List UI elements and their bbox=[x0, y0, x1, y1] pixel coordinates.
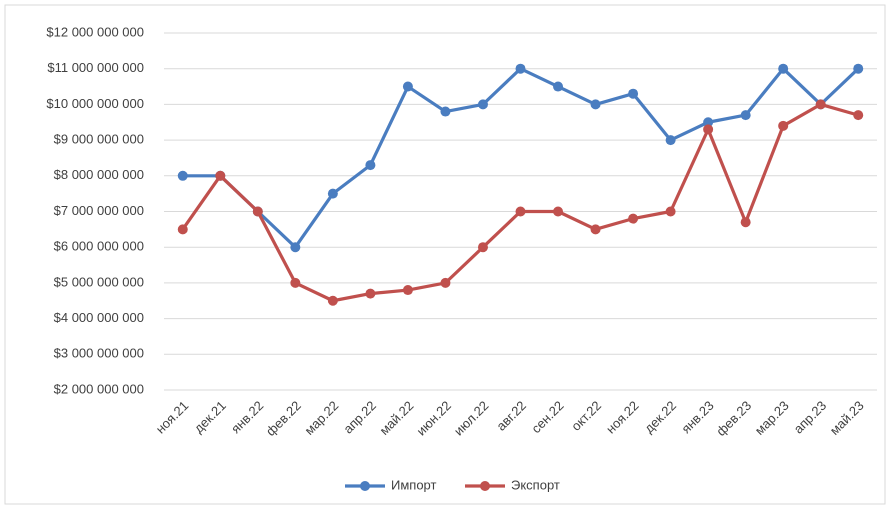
data-point bbox=[778, 63, 789, 74]
data-point bbox=[553, 81, 564, 92]
data-point bbox=[252, 206, 263, 217]
data-point bbox=[440, 277, 451, 288]
data-point bbox=[440, 106, 451, 117]
data-point bbox=[628, 213, 639, 224]
data-point bbox=[365, 288, 376, 299]
data-point bbox=[177, 170, 188, 181]
data-point bbox=[365, 160, 376, 171]
data-point bbox=[740, 110, 751, 121]
data-point bbox=[290, 242, 301, 253]
y-tick-label: $8 000 000 000 bbox=[54, 167, 144, 182]
data-point bbox=[703, 124, 714, 135]
y-tick-label: $12 000 000 000 bbox=[46, 24, 144, 39]
chart-frame bbox=[4, 4, 886, 505]
data-point bbox=[553, 206, 564, 217]
y-tick-label: $6 000 000 000 bbox=[54, 239, 144, 254]
data-point bbox=[477, 242, 488, 253]
y-tick-label: $5 000 000 000 bbox=[54, 274, 144, 289]
legend-marker bbox=[360, 481, 370, 491]
data-point bbox=[815, 99, 826, 110]
y-tick-label: $4 000 000 000 bbox=[54, 310, 144, 325]
data-point bbox=[515, 206, 526, 217]
y-tick-label: $11 000 000 000 bbox=[47, 60, 144, 75]
data-point bbox=[778, 120, 789, 131]
data-point bbox=[590, 224, 601, 235]
data-point bbox=[290, 277, 301, 288]
data-point bbox=[327, 188, 338, 199]
data-point bbox=[665, 206, 676, 217]
y-tick-label: $9 000 000 000 bbox=[54, 132, 144, 147]
data-point bbox=[215, 170, 226, 181]
data-point bbox=[402, 285, 413, 296]
y-tick-label: $10 000 000 000 bbox=[46, 96, 144, 111]
data-point bbox=[177, 224, 188, 235]
data-point bbox=[327, 295, 338, 306]
data-point bbox=[590, 99, 601, 110]
data-point bbox=[853, 110, 864, 121]
y-tick-label: $3 000 000 000 bbox=[54, 346, 144, 361]
data-point bbox=[665, 135, 676, 146]
legend-label: Экспорт bbox=[511, 477, 560, 492]
y-tick-label: $2 000 000 000 bbox=[54, 381, 144, 396]
data-point bbox=[477, 99, 488, 110]
data-point bbox=[853, 63, 864, 74]
data-point bbox=[740, 217, 751, 228]
data-point bbox=[515, 63, 526, 74]
data-point bbox=[703, 117, 714, 128]
legend-marker bbox=[480, 481, 490, 491]
data-point bbox=[402, 81, 413, 92]
legend-label: Импорт bbox=[391, 477, 436, 492]
y-tick-label: $7 000 000 000 bbox=[54, 203, 144, 218]
data-point bbox=[628, 88, 639, 99]
